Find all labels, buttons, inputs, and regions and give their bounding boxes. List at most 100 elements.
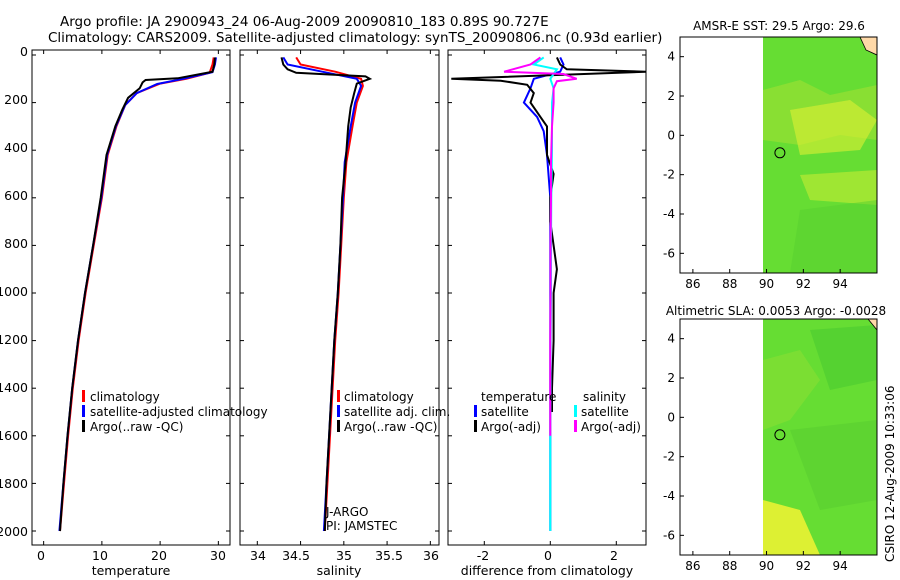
legend-label: Argo(..raw -QC) <box>90 420 183 434</box>
sst-land-patch <box>859 37 877 56</box>
legend-swatch-salinity-satellite <box>574 405 577 417</box>
salinity-series-group <box>280 56 373 532</box>
sla-high-patch <box>763 350 820 430</box>
sst-map-field <box>763 37 877 273</box>
depth-tick-label: 1400 <box>0 380 28 395</box>
map-axis-ticks: 86 88 90 92 94 4 2 0 -2 -4 -6 86 88 90 92 94 4 2 0 -2 -4 -6 <box>663 50 848 573</box>
sst-cool-patch <box>790 200 877 273</box>
legend-label: climatology <box>90 390 160 404</box>
map-x-tick-label: 86 <box>685 277 700 291</box>
legend-label: climatology <box>344 390 414 404</box>
map-y-tick-label: -2 <box>663 450 675 464</box>
depth-tick-label: 1200 <box>0 332 28 347</box>
temperature-plot-frame <box>31 49 231 546</box>
sla-high-patch <box>763 500 820 555</box>
depth-tick-label: 200 <box>4 92 28 107</box>
legend-label: satellite-adjusted climatology <box>90 405 268 419</box>
x-tick-label: 20 <box>151 548 167 563</box>
depth-tick-label: 800 <box>4 236 28 251</box>
difference-line-temperature-argo-adj <box>451 56 647 412</box>
difference-line-temperature-satellite <box>522 56 565 531</box>
legend-label: Argo(-adj) <box>581 420 641 434</box>
x-tick-label: 2 <box>610 548 618 563</box>
argo-position-marker <box>774 429 786 441</box>
difference-x-tick-labels: -2 0 2 <box>477 548 618 563</box>
difference-series-group <box>451 56 647 531</box>
depth-tick-label: 1600 <box>0 428 28 443</box>
sla-land-patch <box>867 319 877 331</box>
depth-tick-label: 600 <box>4 188 28 203</box>
legend-label: satellite <box>581 405 629 419</box>
legend-swatch-satellite <box>82 405 85 417</box>
legend-heading-temperature: temperature <box>481 390 556 404</box>
depth-axis-labels: 0 200 400 600 800 1000 1200 1400 1600 18… <box>0 44 28 539</box>
program-annotation: J-ARGO <box>325 505 368 519</box>
legend-swatch-climatology <box>337 390 340 402</box>
axis-ticks <box>32 50 646 545</box>
temperature-line-climatology <box>59 57 215 532</box>
salinity-legend: climatology satellite adj. clim. Argo(..… <box>337 390 450 434</box>
header-line-1: Argo profile: JA 2900943_24 06-Aug-2009 … <box>60 14 549 30</box>
sst-map-title: AMSR-E SST: 29.5 Argo: 29.6 <box>693 19 865 33</box>
legend-swatch-satellite <box>337 405 340 417</box>
legend-label: satellite <box>481 405 529 419</box>
map-y-tick-label: 2 <box>667 371 675 385</box>
legend-label: Argo(-adj) <box>481 420 541 434</box>
argo-position-marker <box>774 147 786 159</box>
difference-plot-frame <box>447 49 647 546</box>
temperature-series-group <box>58 57 217 532</box>
legend-swatch-salinity-argo <box>574 420 577 432</box>
legend-label: Argo(..raw -QC) <box>344 420 437 434</box>
map-y-tick-label: 0 <box>667 410 675 424</box>
pi-annotation: PI: JAMSTEC <box>326 519 397 533</box>
x-tick-label: 34 <box>250 548 266 563</box>
sla-map-field <box>763 319 877 555</box>
sst-warm-patch <box>790 100 877 155</box>
map-y-tick-label: -4 <box>663 489 675 503</box>
x-tick-label: 35 <box>336 548 352 563</box>
map-y-tick-label: 4 <box>667 332 675 346</box>
header-line-2: Climatology: CARS2009. Satellite-adjuste… <box>48 30 662 46</box>
map-x-tick-label: 90 <box>759 277 774 291</box>
map-x-tick-label: 94 <box>833 559 848 573</box>
depth-tick-label: 400 <box>4 140 28 155</box>
map-x-tick-label: 92 <box>796 277 811 291</box>
x-tick-label: 0 <box>544 548 552 563</box>
depth-tick-label: 1800 <box>0 476 28 491</box>
map-y-tick-label: -2 <box>663 168 675 182</box>
sla-map-title: Altimetric SLA: 0.0053 Argo: -0.0028 <box>666 304 886 318</box>
salinity-x-tick-labels: 34 34.5 35 35.5 36 <box>250 548 439 563</box>
map-y-tick-label: 0 <box>667 128 675 142</box>
salinity-plot-frame <box>239 49 440 546</box>
sla-low-patch <box>810 325 877 390</box>
legend-swatch-argo <box>82 420 85 432</box>
temperature-x-tick-labels: 0 10 20 30 <box>37 548 226 563</box>
x-tick-label: 30 <box>210 548 226 563</box>
difference-legend: temperature salinity satellite Argo(-adj… <box>474 390 641 434</box>
credit-timestamp: CSIRO 12-Aug-2009 10:33:06 <box>883 386 897 562</box>
sst-warm-patch <box>800 170 877 205</box>
map-x-tick-label: 88 <box>722 559 737 573</box>
temperature-line-satellite-adjusted-climatology <box>58 57 217 532</box>
map-y-tick-label: 4 <box>667 50 675 64</box>
sst-map-frame <box>679 36 878 274</box>
x-tick-label: 35.5 <box>375 548 403 563</box>
salinity-line-satellite-adj-clim <box>282 56 363 532</box>
map-y-tick-label: -4 <box>663 207 675 221</box>
map-x-tick-label: 92 <box>796 559 811 573</box>
legend-swatch-argo <box>337 420 340 432</box>
x-tick-label: 36 <box>423 548 439 563</box>
depth-tick-label: 0 <box>20 44 28 59</box>
sla-map-frame <box>679 318 878 556</box>
temperature-line-argo-raw-qc <box>59 57 216 532</box>
salinity-line-argo-raw-qc <box>280 57 373 532</box>
x-tick-label: 0 <box>37 548 45 563</box>
legend-swatch-climatology <box>82 390 85 402</box>
legend-swatch-temperature-argo <box>474 420 477 432</box>
x-tick-label: -2 <box>477 548 489 563</box>
map-x-tick-label: 94 <box>833 277 848 291</box>
map-y-tick-label: -6 <box>663 246 675 260</box>
map-y-tick-label: 2 <box>667 89 675 103</box>
salinity-axis-label: salinity <box>317 563 362 578</box>
